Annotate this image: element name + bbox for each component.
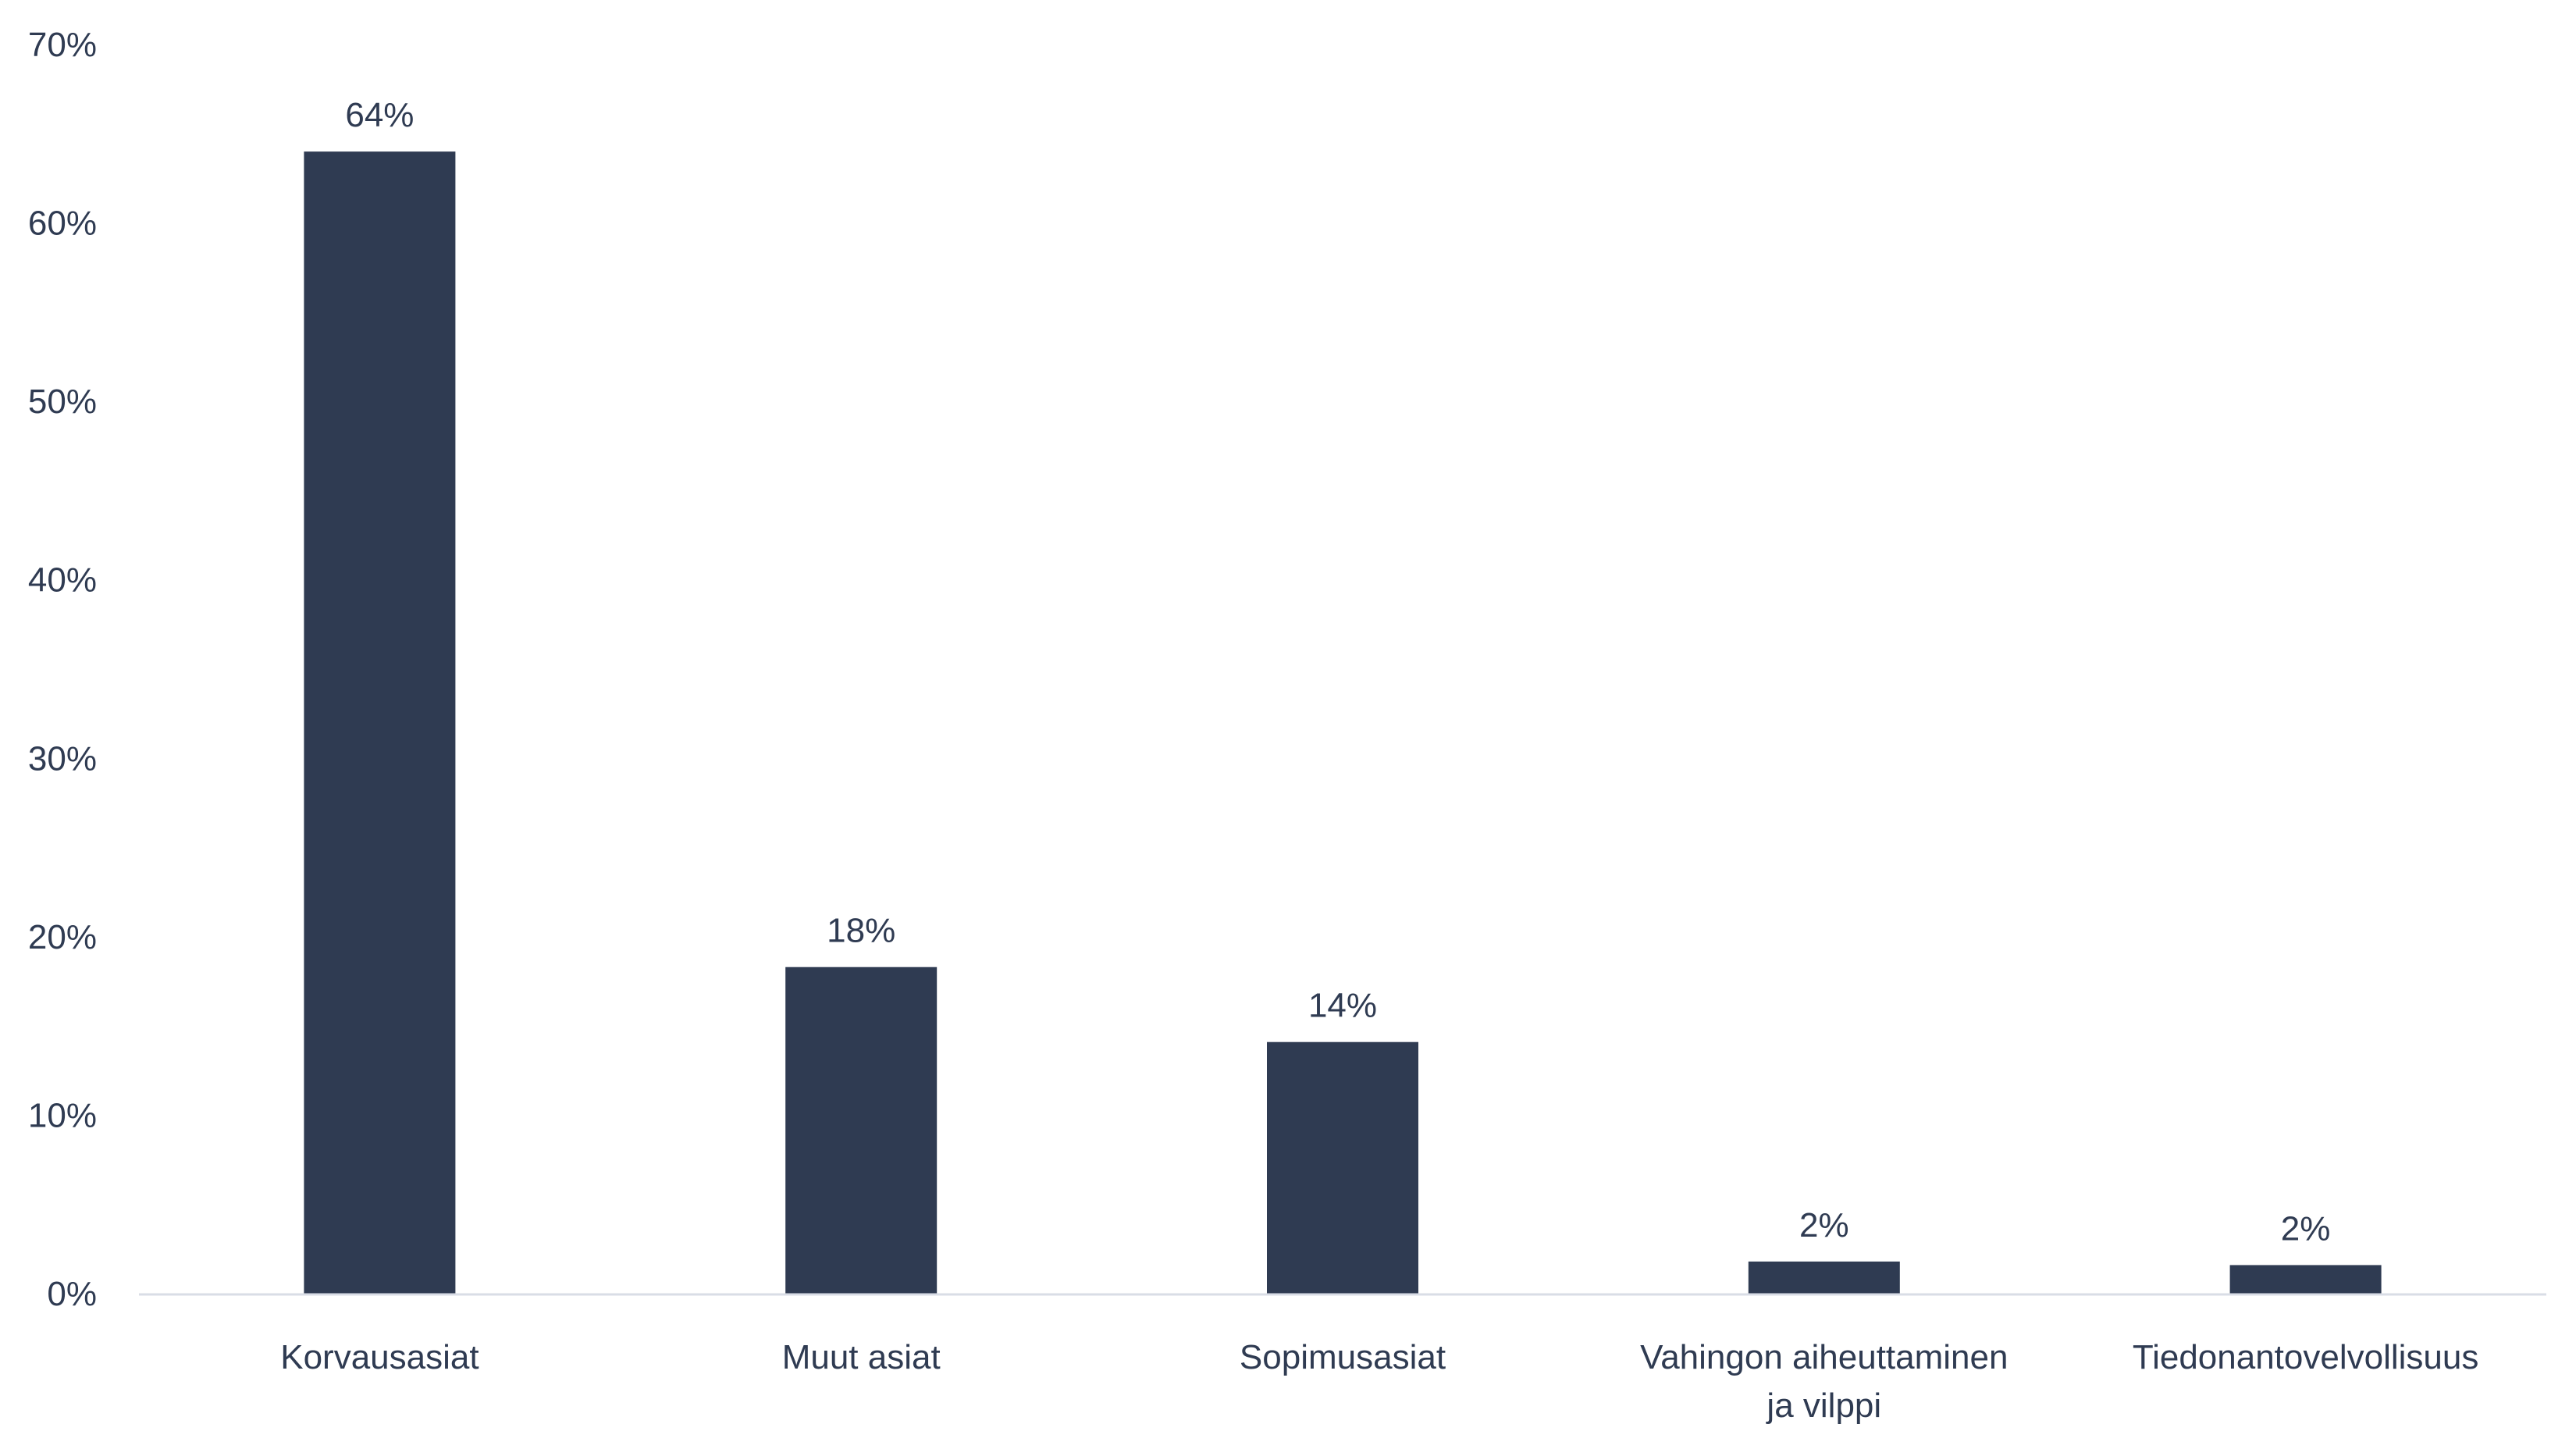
bar xyxy=(1267,1041,1418,1294)
x-category-label: ja vilppi xyxy=(1765,1387,1881,1425)
x-category-label: Muut asiat xyxy=(782,1338,941,1376)
y-tick-label: 0% xyxy=(47,1275,97,1313)
y-tick-label: 40% xyxy=(28,561,97,600)
y-tick-label: 50% xyxy=(28,383,97,421)
y-tick-label: 20% xyxy=(28,918,97,956)
data-label: 18% xyxy=(827,912,895,950)
bar xyxy=(304,151,456,1294)
bar xyxy=(1748,1261,1900,1294)
data-label: 2% xyxy=(2281,1209,2331,1248)
x-category-label: Vahingon aiheuttaminen xyxy=(1640,1338,2008,1376)
y-tick-label: 70% xyxy=(28,26,97,64)
y-tick-label: 30% xyxy=(28,739,97,778)
data-label: 14% xyxy=(1308,987,1377,1025)
data-label: 64% xyxy=(345,96,414,134)
x-category-label: Korvausasiat xyxy=(280,1338,479,1376)
x-category-label: Sopimusasiat xyxy=(1240,1338,1446,1376)
y-tick-label: 10% xyxy=(28,1096,97,1134)
y-tick-label: 60% xyxy=(28,205,97,243)
bar xyxy=(785,967,938,1294)
x-category-label: Tiedonantovelvollisuus xyxy=(2133,1338,2479,1376)
data-label: 2% xyxy=(1799,1206,1849,1244)
bar xyxy=(2229,1265,2382,1294)
